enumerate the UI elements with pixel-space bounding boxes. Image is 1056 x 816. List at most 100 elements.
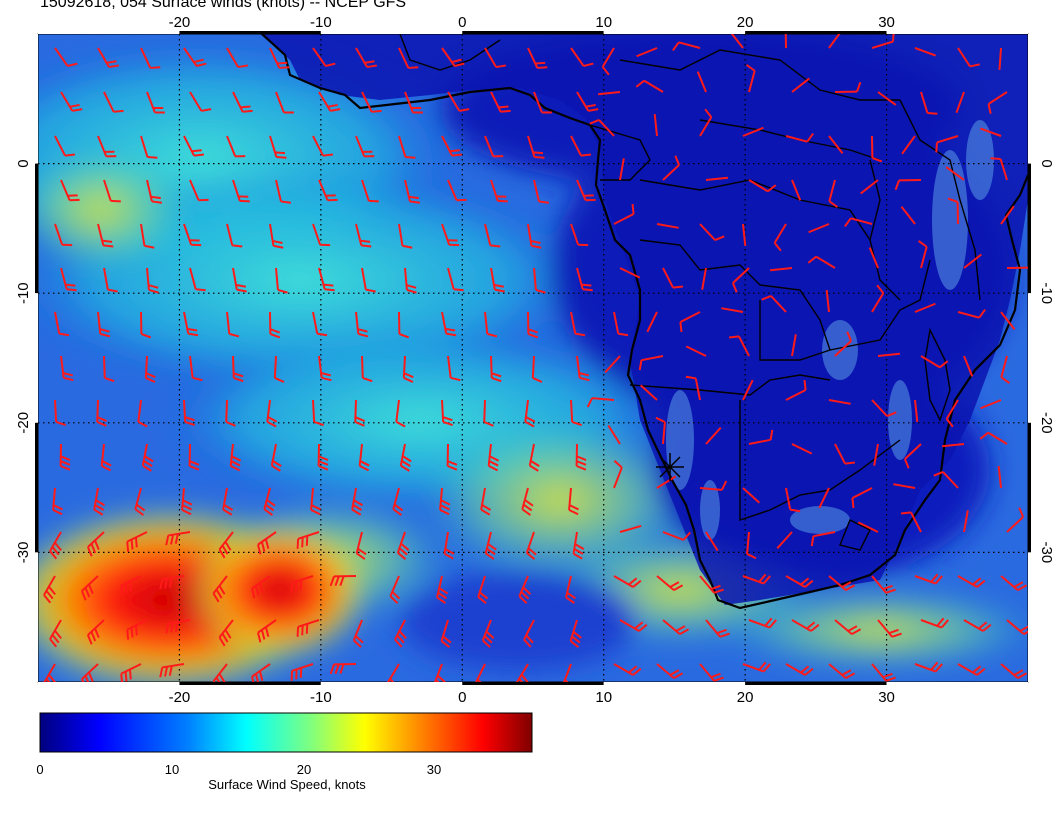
wind-barb bbox=[49, 619, 62, 648]
wind-barb bbox=[563, 663, 572, 682]
wind-barb bbox=[914, 573, 943, 585]
wind-barb bbox=[398, 223, 413, 249]
frame-bar bbox=[745, 31, 887, 34]
wind-barb bbox=[355, 531, 367, 560]
wind-barb bbox=[159, 575, 185, 590]
lon-tick-bottom: 30 bbox=[878, 689, 895, 706]
wind-barb bbox=[137, 399, 148, 428]
wind-barb bbox=[318, 91, 341, 112]
wind-barb bbox=[212, 575, 228, 603]
wind-barb bbox=[979, 127, 1002, 137]
wind-barb bbox=[189, 91, 212, 112]
wind-barb bbox=[144, 355, 156, 383]
wind-barb bbox=[527, 223, 542, 249]
wind-barb bbox=[218, 531, 234, 559]
wind-barb bbox=[933, 470, 959, 489]
wind-barb bbox=[441, 311, 457, 337]
wind-barb bbox=[834, 331, 853, 357]
wind-barb bbox=[355, 311, 369, 338]
wind-barb bbox=[477, 575, 489, 604]
wind-barb bbox=[290, 575, 314, 593]
wind-barb bbox=[699, 575, 724, 594]
wind-barb bbox=[355, 135, 375, 158]
wind-barb bbox=[484, 47, 507, 69]
wind-barbs bbox=[43, 34, 1028, 682]
wind-barb bbox=[275, 179, 291, 204]
wind-barb bbox=[834, 81, 862, 93]
wind-barb bbox=[784, 34, 787, 49]
frame-bar bbox=[1028, 422, 1031, 553]
wind-barb bbox=[903, 443, 922, 469]
wind-barb bbox=[685, 375, 701, 401]
wind-barb bbox=[441, 135, 463, 157]
wind-barb bbox=[945, 166, 965, 181]
wind-barb bbox=[653, 114, 658, 137]
lat-tick-right: -10 bbox=[1038, 282, 1055, 304]
wind-barb bbox=[52, 487, 63, 516]
wind-barb bbox=[232, 267, 247, 293]
wind-barb bbox=[914, 302, 936, 313]
wind-barb bbox=[828, 135, 844, 154]
wind-barb bbox=[945, 399, 959, 428]
wind-barb bbox=[120, 575, 142, 596]
wind-barb bbox=[487, 443, 500, 472]
wind-barb bbox=[518, 575, 532, 604]
wind-barb bbox=[312, 135, 334, 157]
wind-barb bbox=[80, 575, 99, 601]
lon-tick-bottom: 20 bbox=[737, 689, 754, 706]
wind-barb bbox=[126, 619, 148, 640]
wind-barb bbox=[1006, 507, 1025, 533]
wind-barb bbox=[296, 619, 320, 637]
wind-barb bbox=[312, 47, 336, 67]
wind-barb bbox=[857, 521, 879, 533]
wind-barb bbox=[699, 663, 724, 682]
wind-barb bbox=[808, 223, 830, 234]
wind-barb bbox=[398, 311, 410, 339]
wind-barb bbox=[636, 47, 658, 58]
wind-barb bbox=[699, 480, 728, 491]
wind-barb bbox=[701, 267, 707, 290]
wind-barb bbox=[586, 397, 615, 408]
wind-barb bbox=[140, 311, 152, 339]
wind-barb bbox=[533, 267, 546, 294]
wind-barb bbox=[490, 355, 502, 383]
lon-tick-top: -20 bbox=[169, 14, 191, 31]
wind-barb bbox=[860, 179, 879, 195]
wind-barb bbox=[312, 311, 328, 337]
wind-barb bbox=[222, 487, 234, 516]
lat-tick-left: -10 bbox=[15, 282, 32, 304]
wind-barb bbox=[748, 617, 777, 629]
frame-bar bbox=[1028, 163, 1031, 294]
wind-barb bbox=[705, 176, 728, 181]
wind-barb bbox=[871, 399, 897, 418]
map-axes: -20 -20 -10 -10 0 0 10 10 20 20 30 30 0 0 -10 -10 -20 -20… bbox=[15, 14, 1055, 706]
wind-barb bbox=[103, 179, 121, 203]
map-title: 15092618, 054 Surface winds (knots) -- N… bbox=[40, 0, 407, 11]
wind-barb bbox=[404, 179, 420, 204]
wind-barb bbox=[601, 47, 615, 76]
wind-barb bbox=[59, 443, 71, 471]
wind-barb bbox=[619, 267, 641, 279]
wind-barb bbox=[791, 334, 797, 357]
lon-tick-bottom: -20 bbox=[169, 689, 191, 706]
wind-barb bbox=[218, 619, 234, 647]
wind-barb bbox=[990, 157, 1008, 181]
wind-barb bbox=[60, 179, 80, 202]
wind-barb bbox=[917, 240, 928, 269]
wind-barb bbox=[266, 399, 278, 428]
wind-barb bbox=[103, 91, 124, 113]
wind-barb bbox=[54, 223, 73, 247]
frame-bar bbox=[320, 31, 463, 34]
wind-barb bbox=[54, 399, 66, 426]
wind-barb bbox=[484, 135, 504, 158]
wind-barb bbox=[229, 443, 242, 472]
wind-barb bbox=[570, 135, 592, 157]
colorbar-tick-30: 30 bbox=[427, 762, 441, 777]
wind-barb bbox=[447, 91, 470, 112]
wind-barb bbox=[791, 619, 820, 632]
wind-barb bbox=[914, 399, 919, 422]
wind-barb bbox=[877, 619, 902, 638]
wind-barb bbox=[263, 487, 276, 516]
wind-barb bbox=[399, 443, 412, 472]
lat-tick-right: -20 bbox=[1038, 412, 1055, 434]
